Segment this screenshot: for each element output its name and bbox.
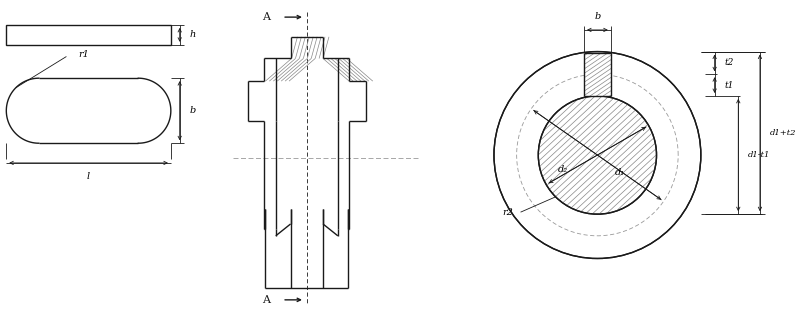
Text: h: h [190, 30, 196, 39]
Text: t1: t1 [725, 81, 734, 89]
Text: r2: r2 [502, 208, 514, 217]
Bar [6, 25, 171, 45]
Text: d1-t1: d1-t1 [748, 151, 770, 159]
Text: b: b [594, 12, 601, 21]
Text: A: A [262, 295, 270, 305]
Circle shape [538, 96, 657, 214]
Text: d1+t2: d1+t2 [770, 129, 796, 137]
Text: d₁: d₁ [615, 168, 626, 177]
Text: l: l [87, 172, 90, 181]
Text: b: b [190, 106, 196, 115]
Text: d₂: d₂ [558, 165, 568, 174]
Bar [584, 53, 610, 96]
Text: r1: r1 [78, 50, 89, 59]
Text: t2: t2 [725, 58, 734, 67]
Text: A: A [262, 12, 270, 22]
